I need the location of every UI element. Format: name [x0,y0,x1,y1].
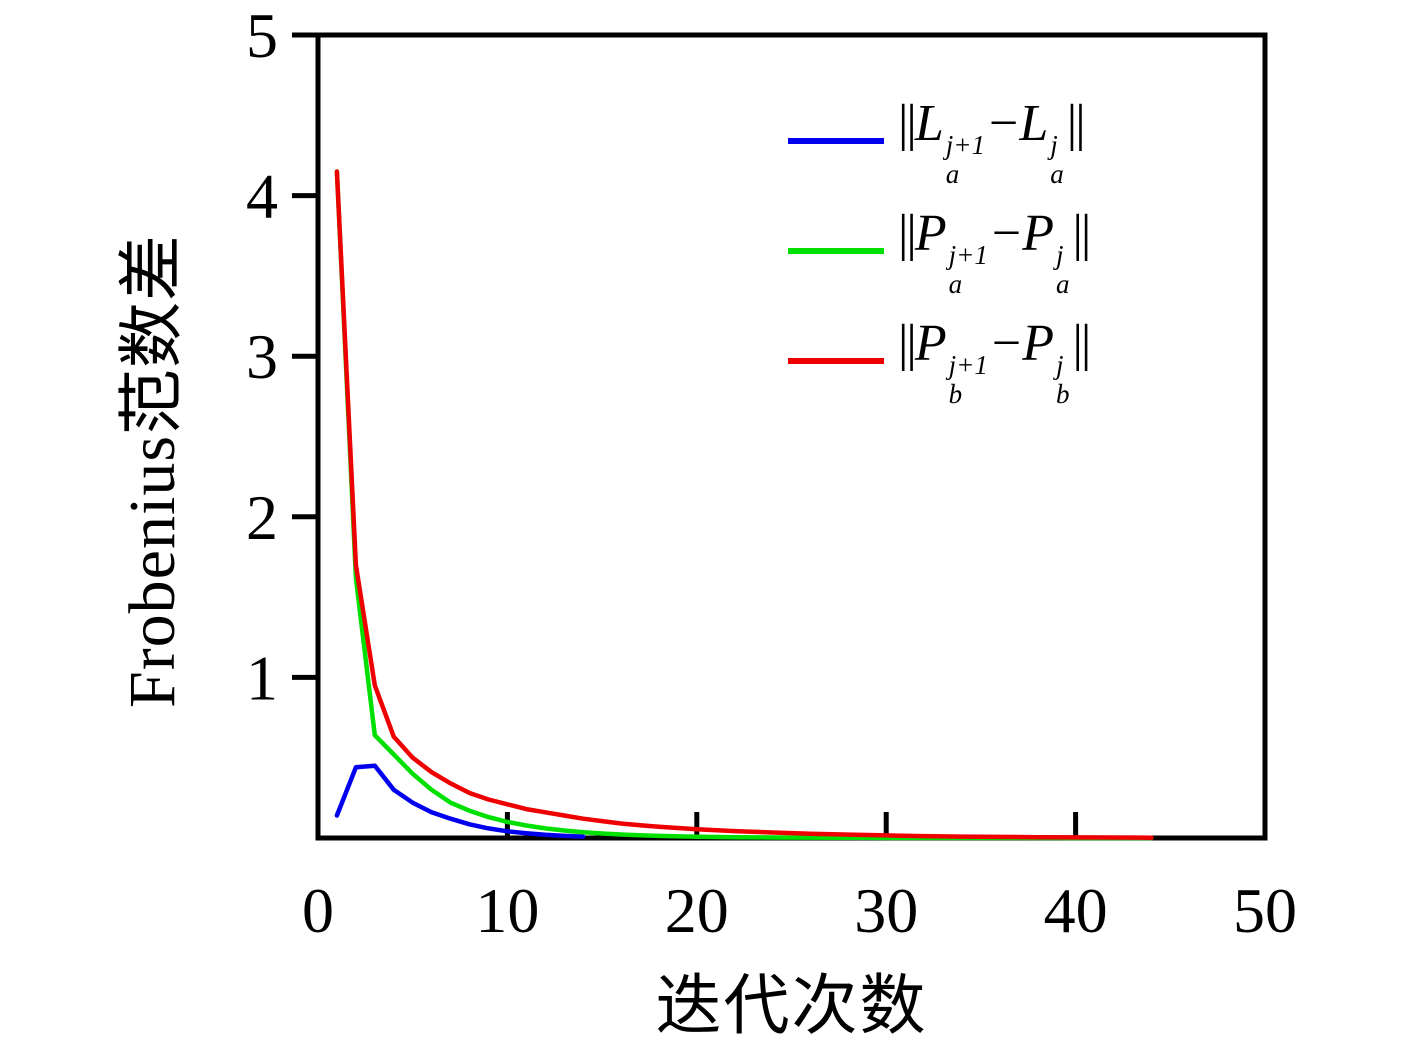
x-tick-label: 10 [475,875,539,946]
legend-entry-Pb: ||P j+1 b −P j b || [788,306,1091,416]
math-superscript: j [1050,130,1058,161]
y-tick-label: 4 [246,161,278,232]
math-base: P [1022,315,1054,373]
norm-close-bars: || [1066,95,1086,153]
math-subscript: a [1055,268,1070,299]
legend-label-La: ||L j+1 a −L j a || [898,94,1086,188]
legend-line-swatch-green [788,248,884,254]
legend-entry-La: ||L j+1 a −L j a || [788,86,1089,196]
legend: ||L j+1 a −L j a || ||P j+1 a −P j a || ||P j+1 b −P j b |… [788,86,1091,416]
math-base: L [914,95,944,153]
legend-line-swatch-blue [788,138,884,144]
math-scripts: j+1 a [949,241,988,298]
math-subscript: b [1055,378,1070,409]
norm-open-bars: || [898,205,917,263]
math-superscript: j+1 [945,130,986,161]
minus-sign: − [989,95,1019,153]
x-tick-label: 0 [302,875,334,946]
series-line-2 [334,169,1154,840]
y-tick-label: 1 [246,642,278,713]
norm-open-bars: || [898,95,917,153]
y-tick-label: 5 [246,0,278,71]
math-base: P [1022,205,1054,263]
series-line-0 [334,763,586,839]
series-line-1 [334,169,1154,841]
legend-label-Pa: ||P j+1 a −P j a || [898,204,1091,298]
math-subscript: a [945,158,960,189]
x-tick-label: 30 [854,875,918,946]
minus-sign: − [991,205,1022,263]
math-superscript: j [1055,240,1064,271]
math-base: P [914,205,947,263]
norm-open-bars: || [898,315,917,373]
math-subscript: a [1050,158,1064,189]
y-tick-label: 2 [246,482,278,553]
math-subscript: a [948,268,963,299]
math-subscript: b [948,378,963,409]
x-axis-label: 迭代次数 [655,970,928,1043]
math-scripts: j+1 b [949,351,988,408]
math-base: L [1019,95,1049,153]
legend-line-swatch-red [788,358,884,364]
x-tick-label: 40 [1044,875,1108,946]
y-axis-label: Frobenius范数差 [116,234,189,708]
x-tick-label: 50 [1233,875,1297,946]
norm-close-bars: || [1072,315,1091,373]
math-scripts: j+1 a [946,131,985,188]
math-superscript: j [1055,350,1064,381]
minus-sign: − [991,315,1022,373]
legend-label-Pb: ||P j+1 b −P j b || [898,314,1091,408]
math-base: P [914,315,947,373]
y-tick-label: 3 [246,321,278,392]
math-superscript: j+1 [948,350,988,381]
norm-close-bars: || [1072,205,1091,263]
x-tick-label: 20 [665,875,729,946]
legend-entry-Pa: ||P j+1 a −P j a || [788,196,1091,306]
math-superscript: j+1 [948,240,988,271]
